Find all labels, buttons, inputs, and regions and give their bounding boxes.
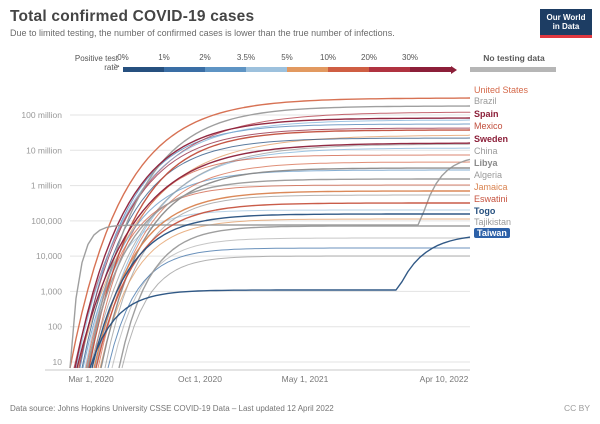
x-tick-label: Oct 1, 2020 [178, 374, 222, 384]
background-series-line [91, 154, 470, 369]
series-line-togo[interactable] [91, 213, 470, 369]
y-tick-label: 1 million [31, 181, 62, 191]
x-tick-label: Mar 1, 2020 [68, 374, 114, 384]
no-data-swatch [470, 67, 556, 72]
series-line-taiwan[interactable] [89, 236, 471, 369]
country-label-mexico[interactable]: Mexico [474, 121, 503, 131]
color-legend-caption-line2: rate [104, 63, 118, 72]
background-series-line [78, 127, 471, 369]
series-line-spain[interactable] [74, 117, 471, 369]
footer-license[interactable]: CC BY [564, 403, 590, 413]
legend-tick-5pct: 5% [281, 53, 293, 62]
legend-swatch-3.5pct [246, 67, 287, 72]
legend-swatch-10pct [328, 67, 369, 72]
series-line-mexico[interactable] [88, 129, 471, 369]
x-tick-label: Apr 10, 2022 [420, 374, 469, 384]
y-tick-label: 1,000 [41, 286, 63, 296]
legend-tick-3.5pct: 3.5% [236, 53, 256, 62]
legend-tick-0pct: 0% [117, 53, 129, 62]
background-series-line [111, 237, 470, 369]
legend-swatch-1pct [164, 67, 205, 72]
legend-swatch-5pct [287, 67, 328, 72]
series-line-sweden[interactable] [76, 142, 471, 369]
legend-swatch-2pct [205, 67, 246, 72]
footer-source[interactable]: Data source: Johns Hopkins University CS… [10, 404, 334, 413]
owid-logo-line1: Our World [546, 13, 586, 22]
country-label-china[interactable]: China [474, 146, 498, 156]
owid-logo-line2: in Data [552, 22, 580, 31]
legend-tick-2pct: 2% [199, 53, 211, 62]
country-label-spain[interactable]: Spain [474, 109, 499, 119]
background-series-line [81, 137, 471, 369]
background-series-line [82, 169, 470, 369]
background-series-line [85, 184, 470, 369]
legend-swatch-0pct [123, 67, 164, 72]
series-line-brazil[interactable] [87, 105, 471, 369]
page-title: Total confirmed COVID-19 cases [10, 8, 255, 25]
background-series-line [97, 161, 471, 369]
country-label-brazil[interactable]: Brazil [474, 96, 497, 106]
series-line-eswatini[interactable] [95, 202, 470, 369]
country-label-togo[interactable]: Togo [474, 206, 496, 216]
background-series-line [121, 255, 470, 369]
country-label-taiwan[interactable]: Taiwan [474, 228, 510, 238]
y-tick-label: 100,000 [31, 216, 62, 226]
y-tick-label: 10 [53, 357, 63, 367]
country-label-tajikistan[interactable]: Tajikistan [474, 217, 512, 227]
legend-tick-20pct: 20% [360, 53, 378, 62]
series-line-libya[interactable] [100, 167, 470, 369]
legend-tick-10pct: 10% [319, 53, 337, 62]
country-label-jamaica[interactable]: Jamaica [474, 182, 508, 192]
legend-arrowhead-icon [451, 65, 457, 74]
legend-swatch-20pct [369, 67, 410, 72]
series-line-tajikistan[interactable] [118, 225, 470, 369]
series-line-united-states[interactable] [69, 97, 471, 369]
country-label-united-states[interactable]: United States [474, 85, 529, 95]
background-series-line [107, 247, 470, 369]
legend-tick-1pct: 1% [158, 53, 170, 62]
background-series-line [99, 218, 470, 369]
country-label-algeria[interactable]: Algeria [474, 170, 503, 180]
page-subtitle: Due to limited testing, the number of co… [10, 28, 395, 38]
owid-logo-accent [540, 35, 592, 38]
series-line-algeria[interactable] [86, 178, 470, 369]
series-line-jamaica[interactable] [93, 190, 470, 369]
country-label-eswatini[interactable]: Eswatini [474, 194, 508, 204]
background-series-line [79, 123, 470, 369]
color-legend: Positive test rate → 0% 1% 2% 3.5% 5% 10% 20% 3… [0, 50, 600, 78]
legend-tick-30pct: 30% [401, 53, 419, 62]
x-tick-label: May 1, 2021 [282, 374, 329, 384]
background-series-line [75, 119, 471, 369]
country-label-sweden[interactable]: Sweden [474, 134, 509, 144]
legend-swatch-30pct [410, 67, 451, 72]
y-tick-label: 10,000 [36, 251, 62, 261]
country-label-libya[interactable]: Libya [474, 158, 498, 168]
color-legend-caption: Positive test rate [75, 54, 118, 72]
series-line-china[interactable] [69, 158, 471, 369]
y-tick-label: 100 million [21, 110, 62, 120]
no-data-label: No testing data [483, 53, 545, 63]
owid-logo[interactable]: Our World in Data [540, 9, 592, 38]
color-legend-caption-line1: Positive test [74, 54, 118, 63]
y-tick-label: 100 [48, 322, 62, 332]
background-series-line [84, 209, 470, 369]
y-tick-label: 10 million [26, 145, 62, 155]
